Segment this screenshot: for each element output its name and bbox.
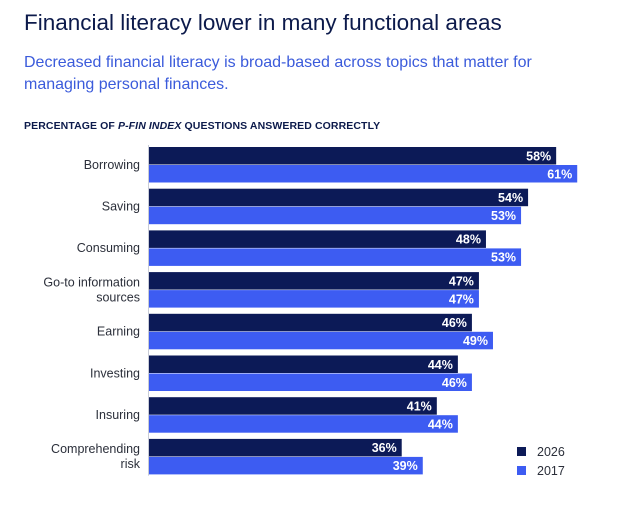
bar-2017 (149, 165, 578, 183)
category-label: Borrowing (84, 158, 140, 172)
category-label: Earning (97, 325, 140, 339)
bar-2017 (149, 415, 458, 433)
category-label-line: Borrowing (84, 158, 140, 172)
data-label-2017: 47% (449, 292, 474, 306)
category-label: Go-to information sources (43, 275, 140, 304)
data-label-2017: 53% (491, 251, 516, 265)
category-label: Comprehending risk (51, 442, 141, 471)
bar-2017 (149, 206, 522, 225)
bar-2026 (149, 355, 458, 373)
category-label: Saving (102, 199, 140, 213)
bar-2026 (149, 397, 437, 415)
bar-2026 (149, 230, 486, 248)
bar-2017 (149, 373, 472, 391)
chart-subtitle: Decreased financial literacy is broad-ba… (24, 54, 532, 93)
data-label-2026: 47% (449, 274, 474, 288)
data-label-2026: 44% (428, 358, 453, 372)
category-label: Consuming (77, 241, 140, 255)
bar-2026 (149, 313, 472, 332)
bar-2026 (149, 188, 529, 207)
bar-2017 (149, 331, 493, 350)
data-label-2026: 41% (407, 399, 432, 413)
data-label-2017: 46% (442, 376, 467, 390)
category-label-line: Insuring (96, 408, 141, 422)
chart-heading-suffix: QUESTIONS ANSWERED CORRECTLY (181, 120, 381, 132)
data-label-2026: 48% (456, 233, 481, 247)
data-label-2017: 39% (393, 459, 418, 473)
category-label-line: Comprehending (51, 442, 140, 456)
data-label-2017: 61% (547, 167, 572, 181)
data-label-2026: 58% (526, 149, 551, 163)
data-label-2017: 49% (463, 334, 488, 348)
bar-2026 (149, 438, 402, 457)
bar-2026 (149, 147, 557, 165)
legend-label-2017: 2017 (537, 464, 565, 478)
category-label-line: Earning (97, 325, 140, 339)
data-label-2017: 44% (428, 417, 453, 431)
category-label-line: Investing (90, 366, 140, 380)
data-label-2026: 36% (372, 441, 397, 455)
category-label-line: sources (96, 290, 140, 304)
bar-2017 (149, 248, 522, 266)
data-label-2026: 54% (498, 191, 523, 205)
legend-swatch-2017 (517, 466, 526, 475)
category-label-line: Go-to information (43, 275, 140, 289)
bar-2017 (149, 290, 479, 308)
chart-heading-prefix: PERCENTAGE OF (24, 120, 118, 132)
chart-title: Financial literacy lower in many functio… (24, 10, 502, 35)
legend-swatch-2026 (517, 447, 526, 456)
category-label-line: Saving (102, 199, 140, 213)
category-label-line: Consuming (77, 241, 140, 255)
data-label-2017: 53% (491, 209, 516, 223)
category-label: Insuring (96, 408, 141, 422)
data-label-2026: 46% (442, 316, 467, 330)
category-label-line: risk (121, 457, 141, 471)
chart-heading-emphasis: P-FIN INDEX (117, 120, 182, 132)
bar-2026 (149, 272, 479, 290)
bar-2017 (149, 456, 423, 475)
chart-heading: PERCENTAGE OF P-FIN INDEX QUESTIONS ANSW… (24, 120, 380, 132)
legend-label-2026: 2026 (537, 445, 565, 459)
category-label: Investing (90, 366, 140, 380)
